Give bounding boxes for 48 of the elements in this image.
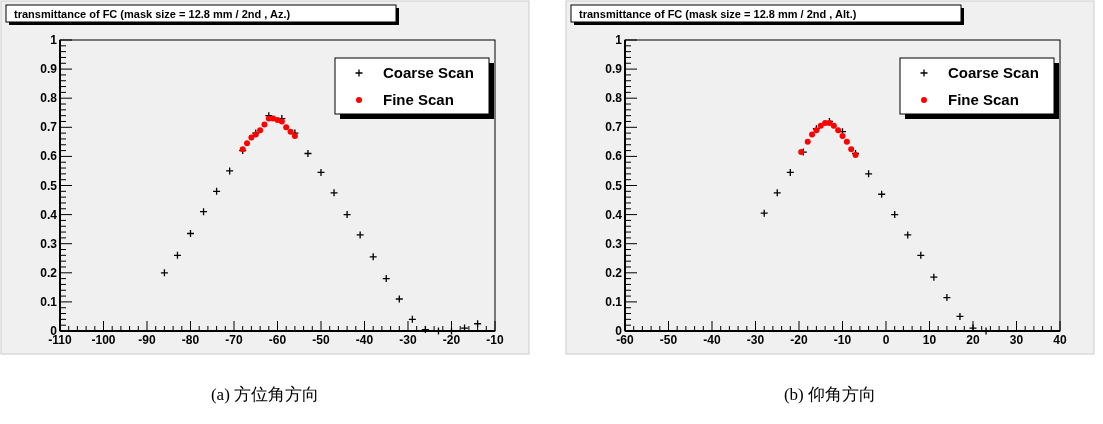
y-tick-label: 0.4 <box>40 207 58 222</box>
x-tick-label: -50 <box>312 333 330 347</box>
y-tick-label: 0.7 <box>40 120 58 135</box>
x-tick-label: 30 <box>1009 333 1024 347</box>
x-tick-label: -50 <box>659 333 678 347</box>
y-tick-label: 0.6 <box>40 149 58 164</box>
legend-label: Coarse Scan <box>948 64 1039 81</box>
x-tick-label: -20 <box>790 333 808 347</box>
y-tick-label: 0.1 <box>605 294 623 309</box>
y-tick-label: 0.2 <box>605 265 623 280</box>
legend-label: Fine Scan <box>948 91 1019 108</box>
y-tick-label: 0.6 <box>605 149 623 164</box>
x-tick-label: 40 <box>1053 333 1067 347</box>
legend-label: Fine Scan <box>383 91 454 108</box>
chart-title: transmittance of FC (mask size = 12.8 mm / 2nd , Az.) <box>14 7 291 20</box>
y-tick-label: 0.5 <box>40 178 58 193</box>
x-tick-label: 0 <box>882 333 890 347</box>
x-tick-label: -90 <box>138 333 156 347</box>
y-tick-label: 0.4 <box>605 207 623 222</box>
text: (a) 方位角方向 <box>210 385 320 404</box>
y-tick-label: 0.9 <box>605 62 623 77</box>
y-tick-label: 0.2 <box>40 265 58 280</box>
y-tick-label: 1 <box>50 33 58 47</box>
chart-title: transmittance of FC (mask size = 12.8 mm / 2nd , Alt.) <box>579 7 857 20</box>
legend-label: Coarse Scan <box>383 64 474 81</box>
x-tick-label: -10 <box>486 333 504 347</box>
y-tick-label: 0.7 <box>605 120 623 135</box>
x-tick-label: -60 <box>268 333 287 347</box>
y-tick-label: 0.3 <box>605 236 623 251</box>
x-tick-label: -20 <box>442 333 461 347</box>
x-tick-label: 10 <box>922 333 937 347</box>
y-tick-label: 1 <box>615 33 623 47</box>
y-tick-label: 0.8 <box>605 91 623 106</box>
y-tick-label: 0.9 <box>40 62 58 77</box>
y-tick-label: 0.5 <box>605 178 623 193</box>
x-tick-label: -30 <box>746 333 765 347</box>
x-tick-label: -40 <box>703 333 721 347</box>
x-tick-label: 20 <box>966 333 980 347</box>
y-tick-label: 0.8 <box>40 91 58 106</box>
x-tick-label: -10 <box>833 333 852 347</box>
x-tick-label: -70 <box>225 333 243 347</box>
x-tick-label: -40 <box>355 333 374 347</box>
x-tick-label: -100 <box>91 333 116 347</box>
x-tick-label: -30 <box>399 333 417 347</box>
y-tick-label: 0.3 <box>40 236 58 251</box>
x-tick-label: -80 <box>181 333 200 347</box>
y-tick-label: 0.1 <box>40 294 58 309</box>
text: (b) 仰角方向 <box>783 385 877 404</box>
